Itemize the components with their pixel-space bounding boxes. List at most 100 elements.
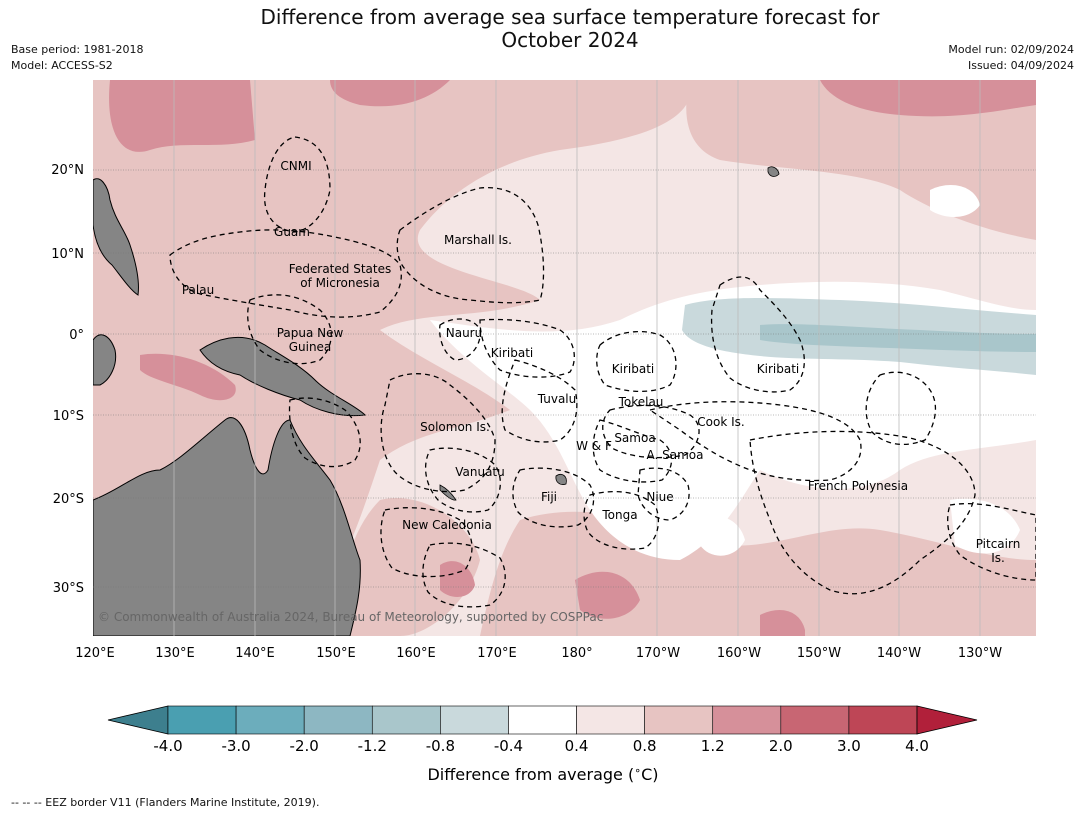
warm-strong-ne <box>820 80 1036 117</box>
hawaii-land <box>767 166 780 177</box>
lon-label-170w: 170°W <box>636 646 680 661</box>
colorbar-segment <box>848 705 918 735</box>
warm-strong-nw <box>109 80 256 152</box>
lon-label-120e: 120°E <box>75 646 115 661</box>
lat-label-0: 0° <box>69 328 84 343</box>
label-cook: Cook Is. <box>697 415 744 429</box>
warm-strong-s1 <box>440 561 475 597</box>
label-kiribati-west: Kiribati <box>491 346 533 360</box>
label-frpoly: French Polynesia <box>808 479 908 493</box>
colorbar-tick-label: -0.4 <box>494 737 523 755</box>
lon-label-170e: 170°E <box>477 646 517 661</box>
lon-label-180: 180° <box>561 646 592 661</box>
colorbar-segment <box>167 705 237 735</box>
gridlines <box>93 169 1036 588</box>
title-line-1: Difference from average sea surface temp… <box>260 5 880 29</box>
meta-right: Model run: 02/09/2024 Issued: 04/09/2024 <box>948 42 1074 74</box>
lat-label-10n: 10°N <box>51 247 84 262</box>
lat-label-20s: 20°S <box>53 492 84 507</box>
colorbar-segment <box>303 705 373 735</box>
label-vanuatu: Vanuatu <box>455 465 505 479</box>
latitude-labels: 20°N 10°N 0° 10°S 20°S 30°S <box>51 163 84 596</box>
neutral-patch-north <box>930 185 980 217</box>
label-nauru: Nauru <box>446 326 482 340</box>
map-labels: CNMI Guam Marshall Is. Federated States … <box>182 159 1020 565</box>
colorbar-under-arrow <box>107 705 169 735</box>
label-fsm-1: Federated States <box>289 262 391 276</box>
issued-date: Issued: 04/09/2024 <box>967 59 1074 72</box>
colorbar-segment <box>644 705 714 735</box>
lon-label-150w: 150°W <box>797 646 841 661</box>
label-niue: Niue <box>646 490 673 504</box>
model-run: Model run: 02/09/2024 <box>948 43 1074 56</box>
colorbar-label: Difference from average (∘C) <box>427 764 658 784</box>
label-fiji: Fiji <box>541 490 557 504</box>
base-period: Base period: 1981-2018 <box>11 43 144 56</box>
colorbar-tick-label: 2.0 <box>769 737 793 755</box>
lon-label-150e: 150°E <box>316 646 356 661</box>
label-fsm-2: of Micronesia <box>300 276 380 290</box>
neutral-patch-pitcairn <box>950 498 1020 554</box>
label-kiribati-east: Kiribati <box>757 362 799 376</box>
warm-strong-png <box>140 353 236 401</box>
colorbar-tick-label: 4.0 <box>905 737 929 755</box>
label-asamoa: A. Samoa <box>647 448 704 462</box>
label-newcal: New Caledonia <box>402 518 492 532</box>
label-palau: Palau <box>182 283 214 297</box>
longitude-labels: 120°E 130°E 140°E 150°E 160°E 170°E 180°… <box>75 646 1002 661</box>
label-cnmi: CNMI <box>280 159 311 173</box>
colorbar-segment <box>235 705 305 735</box>
eez-footnote: -- -- -- EEZ border V11 (Flanders Marine… <box>11 796 320 809</box>
eez-borders <box>169 136 1036 608</box>
label-guam: Guam <box>274 225 310 239</box>
colorbar-tick-label: -3.0 <box>221 737 250 755</box>
philippines-land <box>93 178 139 296</box>
lon-label-130e: 130°E <box>155 646 195 661</box>
colorbar-tick-label: -2.0 <box>290 737 319 755</box>
label-solomon: Solomon Is. <box>420 420 490 434</box>
colorbar-tick-label: -0.8 <box>426 737 455 755</box>
title-line-2: October 2024 <box>501 28 639 52</box>
lon-label-140e: 140°E <box>235 646 275 661</box>
lat-label-10s: 10°S <box>53 409 84 424</box>
colorbar-segment <box>508 705 577 735</box>
colorbar-segment <box>712 705 782 735</box>
colorbar-tick-label: -4.0 <box>153 737 182 755</box>
colorbar-segment <box>440 705 509 735</box>
cool-core <box>760 324 1036 352</box>
colorbar-segment <box>780 705 850 735</box>
colorbar-tick-label: -1.2 <box>358 737 387 755</box>
colorbar-tick-label: 3.0 <box>837 737 861 755</box>
new-guinea-land <box>199 336 367 417</box>
lon-label-160w: 160°W <box>717 646 761 661</box>
label-pitcairn-2: Is. <box>991 551 1005 565</box>
label-png-2: Guinea <box>289 340 332 354</box>
label-png-1: Papua New <box>277 326 344 340</box>
warm-strong-s2 <box>575 571 640 619</box>
label-wf: W & F <box>576 439 612 453</box>
fiji-land <box>555 474 567 485</box>
colorbar: -4.0 -3.0 -2.0 -1.2 -0.8 -0.4 0.4 0.8 1.2 2.0 3.0 4… <box>107 705 978 755</box>
new-caledonia-land <box>439 484 457 501</box>
lon-label-160e: 160°E <box>396 646 436 661</box>
lon-label-140w: 140°W <box>877 646 921 661</box>
label-tuvalu: Tuvalu <box>537 392 577 406</box>
lat-label-30s: 30°S <box>53 581 84 596</box>
neutral-patch-east <box>700 516 745 556</box>
label-kiribati-central: Kiribati <box>612 362 654 376</box>
colorbar-over-arrow <box>916 705 978 735</box>
warm-strong-s3 <box>760 610 805 636</box>
colorbar-tick-label: 0.8 <box>633 737 657 755</box>
label-pitcairn-1: Pitcairn <box>976 537 1021 551</box>
model-name: Model: ACCESS-S2 <box>11 59 113 72</box>
map-area <box>93 80 1036 636</box>
map-title: Difference from average sea surface temp… <box>0 6 1085 52</box>
borneo-land <box>93 334 117 386</box>
label-marshall: Marshall Is. <box>444 233 512 247</box>
australia-land <box>93 417 361 636</box>
meta-left: Base period: 1981-2018 Model: ACCESS-S2 <box>11 42 143 74</box>
copyright-text: © Commonwealth of Australia 2024, Bureau… <box>98 610 603 624</box>
lon-label-130w: 130°W <box>958 646 1002 661</box>
colorbar-segment <box>576 705 645 735</box>
